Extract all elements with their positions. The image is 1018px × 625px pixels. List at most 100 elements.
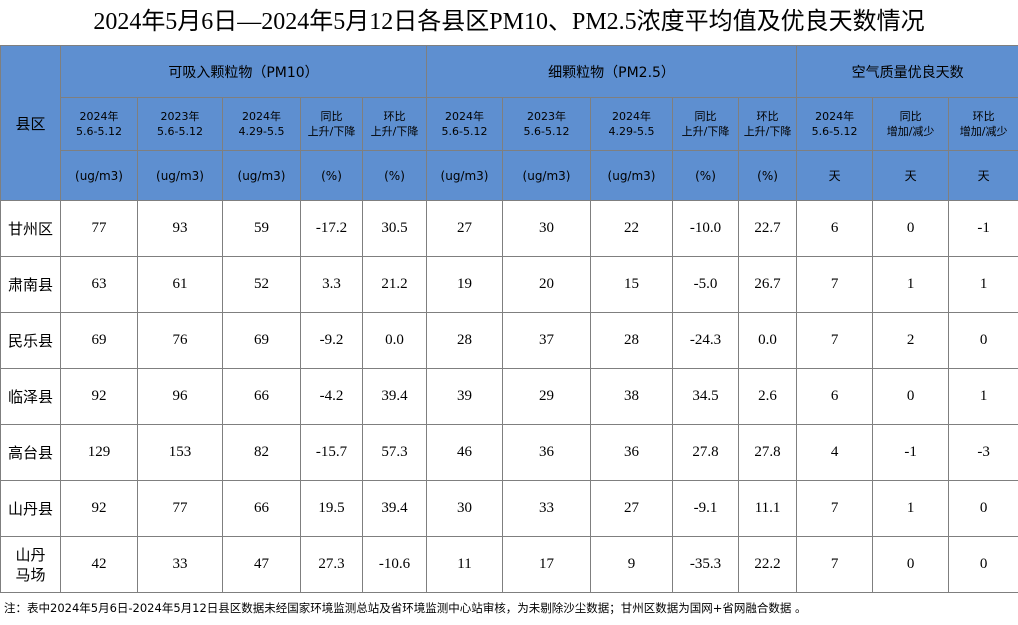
data-cell: 6 xyxy=(796,368,874,425)
data-table: 县区 可吸入颗粒物（PM10） 细颗粒物（PM2.5） 空气质量优良天数 2024年 5.… xyxy=(0,45,1018,593)
data-cell: 63 xyxy=(60,256,138,313)
cell-line: 山丹县 xyxy=(7,499,53,518)
sub-header: 环比增加/减少 xyxy=(948,97,1018,151)
county-name: 甘州区 xyxy=(0,200,61,257)
county-name: 山丹县 xyxy=(0,480,61,537)
data-cell: -1 xyxy=(872,424,950,481)
data-cell: 57.3 xyxy=(361,424,428,481)
header-row: 2024年 5.6-5.12 2023年 5.6-5.12 2024年 4.29-5.5 同… xyxy=(1,97,1018,151)
data-cell: 1 xyxy=(948,256,1018,313)
sub-header: 环比 上升/下降 xyxy=(361,97,428,151)
data-cell: 76 xyxy=(137,312,223,369)
unit-header: (ug/m3) xyxy=(426,150,504,201)
unit-header: (%) xyxy=(361,150,428,201)
data-cell: 39.4 xyxy=(361,368,428,425)
data-cell: 33 xyxy=(502,480,592,537)
county-name: 临泽县 xyxy=(0,368,61,425)
cell-line: 2023年 xyxy=(527,110,567,123)
data-cell: 0 xyxy=(948,536,1018,593)
data-cell: -24.3 xyxy=(672,312,740,369)
cell-line: 同比 xyxy=(320,110,343,123)
data-cell: 66 xyxy=(222,480,301,537)
county-name: 山丹 马场 xyxy=(0,536,61,593)
cell-line: 5.6-5.12 xyxy=(441,125,488,138)
cell-line: 5.6-5.12 xyxy=(76,125,122,138)
data-cell: -10.6 xyxy=(361,536,428,593)
header-row: (ug/m3) (ug/m3) (ug/m3) (%) (%) (ug/m3) (ug/m3… xyxy=(1,150,1018,201)
data-cell: 47 xyxy=(222,536,301,593)
data-row: 肃南县 63 61 52 3.3 21.2 19 20 15 -5.0 26.7 7 1 1 xyxy=(0,256,1018,313)
data-cell: 0.0 xyxy=(738,312,798,369)
unit-header: (ug/m3) xyxy=(222,150,301,201)
unit-header: (ug/m3) xyxy=(502,150,592,201)
data-cell: 30 xyxy=(426,480,504,537)
data-cell: 3.3 xyxy=(300,256,363,313)
cell-line: 上升/下降 xyxy=(370,125,419,138)
data-cell: 129 xyxy=(60,424,138,481)
data-cell: 39.4 xyxy=(361,480,428,537)
data-cell: 96 xyxy=(137,368,223,425)
cell-line: 马场 xyxy=(15,565,46,584)
data-cell: 36 xyxy=(590,424,674,481)
cell-line: 甘州区 xyxy=(7,219,53,238)
cell-line: 环比 xyxy=(972,110,995,123)
data-cell: 21.2 xyxy=(361,256,428,313)
data-cell: -1 xyxy=(948,200,1018,257)
cell-line: 5.6-5.12 xyxy=(523,125,570,138)
data-cell: 82 xyxy=(222,424,301,481)
cell-line: 上升/下降 xyxy=(681,125,730,138)
data-cell: -17.2 xyxy=(300,200,363,257)
cell-line: 山丹 xyxy=(15,545,46,564)
cell-line: 民乐县 xyxy=(7,331,53,350)
data-cell: 0 xyxy=(872,368,950,425)
county-name: 民乐县 xyxy=(0,312,61,369)
data-cell: 1 xyxy=(872,480,950,537)
cell-line: 增加/减少 xyxy=(959,125,1008,138)
header-row: 县区 可吸入颗粒物（PM10） 细颗粒物（PM2.5） 空气质量优良天数 xyxy=(0,45,1018,201)
data-cell: 4 xyxy=(796,424,874,481)
data-cell: 9 xyxy=(590,536,674,593)
data-cell: 15 xyxy=(590,256,674,313)
cell-line: 4.29-5.5 xyxy=(238,125,285,138)
data-cell: -10.0 xyxy=(672,200,740,257)
sub-header: 2024年 5.6-5.12 xyxy=(426,97,504,151)
cell-line: 上升/下降 xyxy=(743,125,792,138)
data-cell: 0.0 xyxy=(361,312,428,369)
group-header: 细颗粒物（PM2.5） xyxy=(426,45,798,98)
sub-header: 2024年 5.6-5.12 xyxy=(60,97,138,151)
data-cell: 46 xyxy=(426,424,504,481)
unit-header: 天 xyxy=(872,150,950,201)
data-cell: 42 xyxy=(60,536,138,593)
cell-line: 同比 xyxy=(694,110,717,123)
data-cell: -3 xyxy=(948,424,1018,481)
cell-line: 2024年 xyxy=(612,110,652,123)
cell-line: 环比 xyxy=(756,110,779,123)
data-cell: 20 xyxy=(502,256,592,313)
data-cell: 22.7 xyxy=(738,200,798,257)
cell-line: 4.29-5.5 xyxy=(608,125,655,138)
data-cell: 27 xyxy=(590,480,674,537)
data-row: 山丹县 92 77 66 19.5 39.4 30 33 27 -9.1 11.1 7 1 0 xyxy=(0,480,1018,537)
data-cell: 22.2 xyxy=(738,536,798,593)
cell-line: 高台县 xyxy=(7,443,53,462)
data-cell: 17 xyxy=(502,536,592,593)
group-header: 空气质量优良天数 xyxy=(796,45,1018,98)
cell-line: 增加/减少 xyxy=(886,125,935,138)
data-cell: 153 xyxy=(137,424,223,481)
sub-header: 同比上升/下降 xyxy=(672,97,740,151)
data-cell: -15.7 xyxy=(300,424,363,481)
data-cell: -4.2 xyxy=(300,368,363,425)
data-cell: 34.5 xyxy=(672,368,740,425)
data-cell: 92 xyxy=(60,480,138,537)
data-cell: 39 xyxy=(426,368,504,425)
data-cell: 30.5 xyxy=(361,200,428,257)
unit-header: (%) xyxy=(300,150,363,201)
data-cell: -9.1 xyxy=(672,480,740,537)
cell-line: 2024年 xyxy=(79,110,119,123)
cell-line: 临泽县 xyxy=(7,387,53,406)
data-cell: 27.3 xyxy=(300,536,363,593)
cell-line: 肃南县 xyxy=(7,275,53,294)
table-title: 2024年5月6日—2024年5月12日各县区PM10、PM2.5浓度平均值及优… xyxy=(93,9,925,35)
data-cell: 0 xyxy=(872,536,950,593)
